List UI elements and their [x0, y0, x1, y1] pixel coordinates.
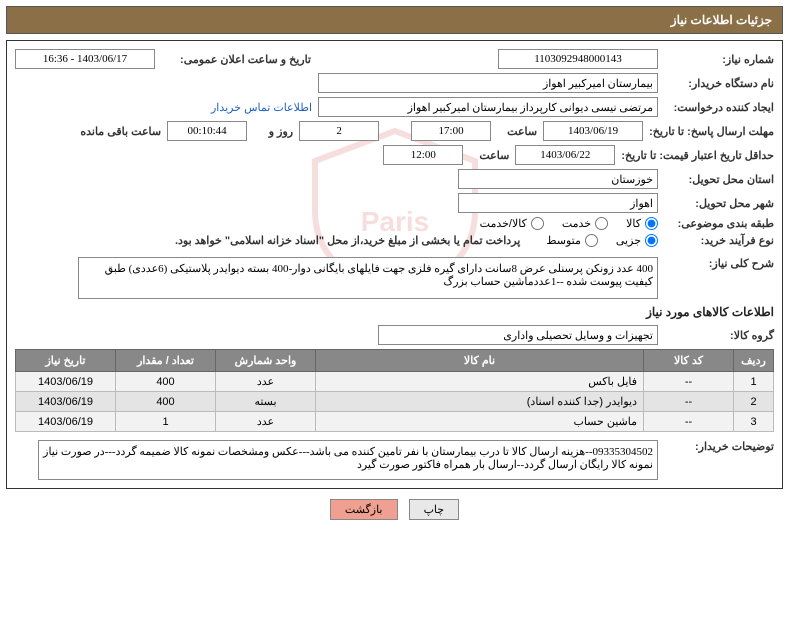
price-valid-date-field[interactable]: [515, 145, 615, 165]
main-panel: Paris شماره نیاز: تاریخ و ساعت اعلان عمو…: [6, 40, 783, 489]
cat-radio-2[interactable]: [595, 217, 608, 230]
table-cell: عدد: [216, 412, 316, 432]
pt-radio-1[interactable]: [645, 234, 658, 247]
need-number-field[interactable]: [498, 49, 658, 69]
table-cell: 1403/06/19: [16, 392, 116, 412]
need-number-label: شماره نیاز:: [664, 53, 774, 66]
table-cell: بسته: [216, 392, 316, 412]
reply-date-field[interactable]: [543, 121, 643, 141]
requester-label: ایجاد کننده درخواست:: [664, 101, 774, 114]
purchase-type-group: جزیی متوسط: [546, 234, 658, 247]
print-button[interactable]: چاپ: [409, 499, 460, 520]
summary-textarea[interactable]: [78, 257, 658, 299]
table-cell: --: [644, 372, 734, 392]
table-cell: 1403/06/19: [16, 372, 116, 392]
time-label-2: ساعت: [469, 149, 509, 162]
city-label: شهر محل تحویل:: [664, 197, 774, 210]
buyer-notes-textarea[interactable]: [38, 440, 658, 480]
cat-label-3: کالا/خدمت: [480, 217, 527, 230]
city-field[interactable]: [458, 193, 658, 213]
purchase-type-label: نوع فرآیند خرید:: [664, 234, 774, 247]
cat-label-1: کالا: [626, 217, 641, 230]
buyer-notes-label: توضیحات خریدار:: [664, 440, 774, 453]
th-name: نام کالا: [316, 350, 644, 372]
summary-label: شرح کلی نیاز:: [664, 257, 774, 270]
table-cell: 400: [116, 392, 216, 412]
table-cell: --: [644, 392, 734, 412]
table-cell: 1: [734, 372, 774, 392]
table-cell: ماشین حساب: [316, 412, 644, 432]
th-row: ردیف: [734, 350, 774, 372]
announce-label: تاریخ و ساعت اعلان عمومی:: [161, 53, 311, 66]
th-unit: واحد شمارش: [216, 350, 316, 372]
remain-time-field[interactable]: [167, 121, 247, 141]
announce-field[interactable]: [15, 49, 155, 69]
price-valid-time-field[interactable]: [383, 145, 463, 165]
back-button[interactable]: بازگشت: [330, 499, 398, 520]
pt-radio-2[interactable]: [585, 234, 598, 247]
pt-label-1: جزیی: [616, 234, 641, 247]
button-row: چاپ بازگشت: [6, 499, 783, 520]
table-cell: 3: [734, 412, 774, 432]
time-label-1: ساعت: [497, 125, 537, 138]
pt-note: پرداخت تمام یا بخشی از مبلغ خرید،از محل …: [175, 234, 520, 247]
pt-label-2: متوسط: [546, 234, 581, 247]
buyer-org-field[interactable]: [318, 73, 658, 93]
th-code: کد کالا: [644, 350, 734, 372]
reply-deadline-label: مهلت ارسال پاسخ: تا تاریخ:: [649, 125, 774, 138]
table-cell: 2: [734, 392, 774, 412]
page-header: جزئیات اطلاعات نیاز: [6, 6, 783, 34]
category-group: کالا خدمت کالا/خدمت: [480, 217, 658, 230]
table-cell: 1: [116, 412, 216, 432]
table-cell: عدد: [216, 372, 316, 392]
remain-days-field[interactable]: [299, 121, 379, 141]
table-row: 1--فایل باکسعدد4001403/06/19: [16, 372, 774, 392]
cat-radio-1[interactable]: [645, 217, 658, 230]
items-table: ردیف کد کالا نام کالا واحد شمارش تعداد /…: [15, 349, 774, 432]
table-cell: 1403/06/19: [16, 412, 116, 432]
table-row: 2--دیوایدر (جدا کننده اسناد)بسته4001403/…: [16, 392, 774, 412]
price-valid-label: حداقل تاریخ اعتبار قیمت: تا تاریخ:: [621, 149, 774, 162]
province-label: استان محل تحویل:: [664, 173, 774, 186]
th-date: تاریخ نیاز: [16, 350, 116, 372]
cat-radio-3[interactable]: [531, 217, 544, 230]
remain-suffix: ساعت باقی مانده: [71, 125, 161, 138]
group-field[interactable]: [378, 325, 658, 345]
buyer-org-label: نام دستگاه خریدار:: [664, 77, 774, 90]
cat-label-2: خدمت: [562, 217, 591, 230]
items-section-title: اطلاعات کالاهای مورد نیاز: [15, 305, 774, 319]
table-cell: دیوایدر (جدا کننده اسناد): [316, 392, 644, 412]
table-row: 3--ماشین حسابعدد11403/06/19: [16, 412, 774, 432]
th-qty: تعداد / مقدار: [116, 350, 216, 372]
province-field[interactable]: [458, 169, 658, 189]
category-label: طبقه بندی موضوعی:: [664, 217, 774, 230]
requester-field[interactable]: [318, 97, 658, 117]
remain-days-label: روز و: [253, 125, 293, 138]
group-label: گروه کالا:: [664, 329, 774, 342]
reply-time-field[interactable]: [411, 121, 491, 141]
contact-link[interactable]: اطلاعات تماس خریدار: [211, 101, 312, 114]
table-cell: فایل باکس: [316, 372, 644, 392]
table-cell: 400: [116, 372, 216, 392]
table-cell: --: [644, 412, 734, 432]
